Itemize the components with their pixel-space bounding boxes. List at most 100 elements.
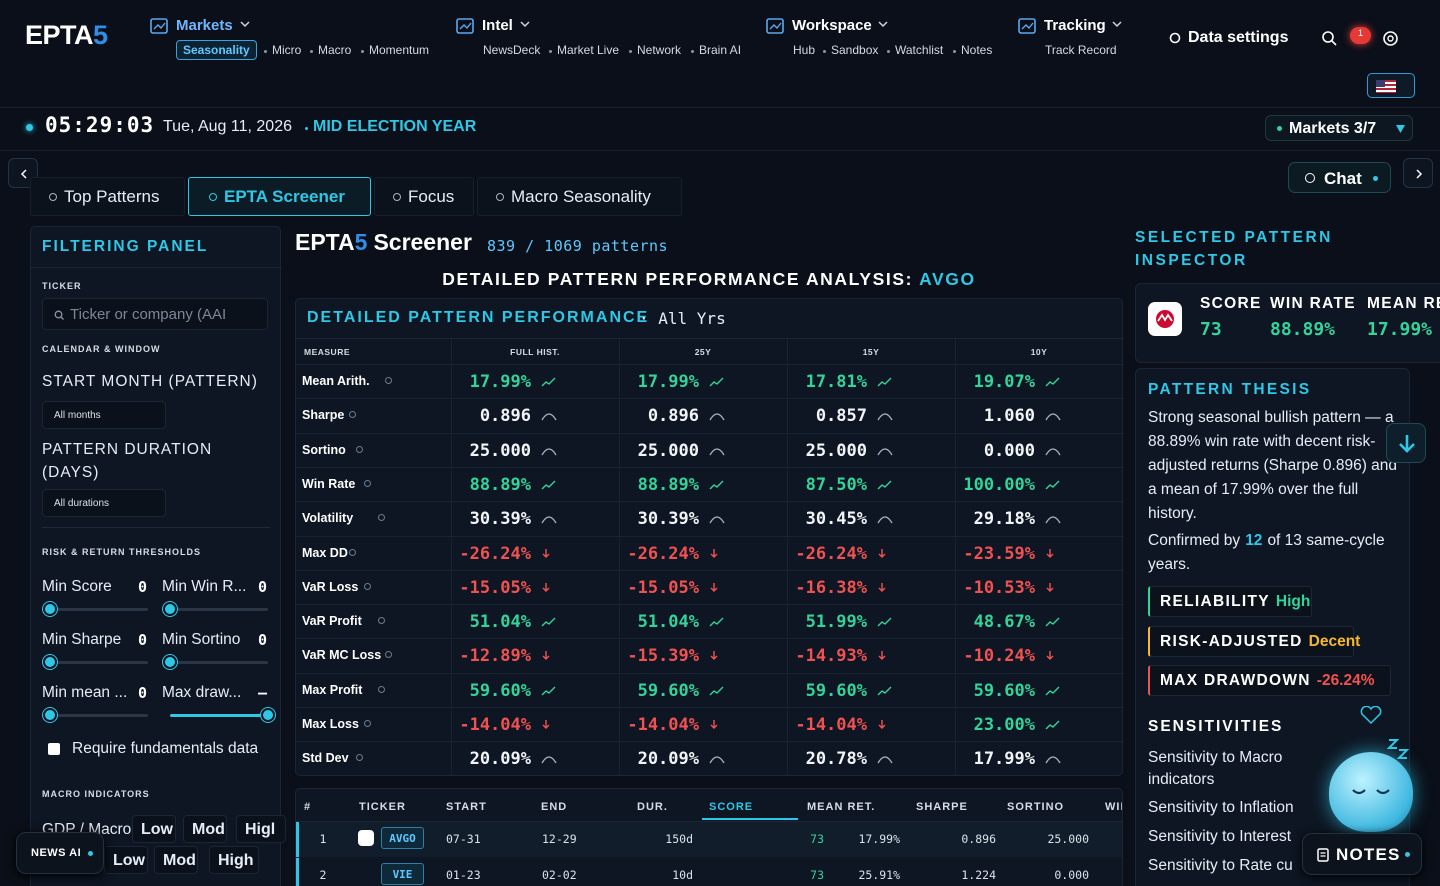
trend-icon <box>541 686 556 696</box>
nav-item[interactable]: Brain AI <box>699 43 742 57</box>
slider-track[interactable] <box>170 608 268 611</box>
nav-item[interactable]: Momentum <box>369 43 430 57</box>
nav-label[interactable]: Workspace <box>792 17 872 34</box>
inspector-card: SCORE 73 WIN RATE 88.89% MEAN RE 17.99% <box>1135 283 1440 363</box>
row-line <box>296 466 1124 468</box>
selected-row[interactable] <box>296 822 1122 857</box>
notification[interactable]: 1 <box>1350 27 1371 44</box>
nav-item[interactable]: Sandbox <box>831 43 879 57</box>
gear-small <box>1169 32 1181 44</box>
nav-item[interactable]: Macro <box>318 43 352 57</box>
ticker-input[interactable]: Ticker or company (AAI <box>42 298 268 330</box>
metric-value: -10.24% <box>963 646 1035 667</box>
scroll-down[interactable] <box>1386 423 1426 463</box>
notes-button[interactable]: NOTES <box>1302 833 1422 875</box>
results-header[interactable]: END <box>541 801 568 813</box>
sensitivity[interactable]: Sensitivity to Interest <box>1148 828 1292 845</box>
nav-label[interactable]: Tracking <box>1044 17 1106 34</box>
nav-item[interactable]: NewsDeck <box>483 43 541 57</box>
cell: 1 <box>319 832 327 846</box>
live-dot <box>26 124 33 131</box>
badge-label: RELIABILITY <box>1160 593 1270 610</box>
slider-track[interactable] <box>50 714 148 717</box>
cell: 12-29 <box>542 832 577 846</box>
results-header[interactable]: WII <box>1105 801 1123 813</box>
slider-knob[interactable] <box>43 708 57 722</box>
ticker-badge[interactable]: AVGO <box>381 827 424 849</box>
mascot[interactable] <box>1329 752 1413 832</box>
chat-button[interactable]: Chat <box>1288 162 1391 193</box>
nav-item[interactable]: Watchlist <box>895 43 944 57</box>
start-month-select[interactable]: All months <box>42 401 166 429</box>
nav-label[interactable]: Intel <box>482 17 513 34</box>
news-ai-button[interactable]: NEWS AI <box>16 832 104 874</box>
ticker-badge[interactable]: VIE <box>381 863 424 885</box>
row-line <box>296 672 1124 674</box>
scroll-button[interactable] <box>8 158 38 188</box>
level-button[interactable]: Mod <box>154 846 198 874</box>
language[interactable] <box>1367 73 1415 98</box>
nav-item[interactable]: Market Live <box>557 43 620 57</box>
slider-knob[interactable] <box>261 708 275 722</box>
nav-dot <box>264 50 267 53</box>
nav-item[interactable]: Track Record <box>1045 43 1117 57</box>
slider-knob[interactable] <box>43 602 57 616</box>
logo[interactable]: EPTA5 <box>25 20 108 51</box>
markets-count: Markets 3/7 <box>1289 120 1377 137</box>
trend-icon <box>878 548 886 558</box>
level-button[interactable]: Low <box>132 815 176 843</box>
field-label: PATTERN DURATION (DAYS) <box>42 441 213 481</box>
sensitivity[interactable]: Sensitivity to Macro indicators <box>1148 749 1283 788</box>
slider-track[interactable] <box>170 661 268 664</box>
nav-item[interactable]: Micro <box>272 43 302 57</box>
caret <box>1396 125 1405 133</box>
slider-knob[interactable] <box>163 655 177 669</box>
data-settings[interactable]: Data settings <box>1188 29 1289 46</box>
nav-item[interactable]: Hub <box>793 43 816 57</box>
results-header[interactable]: SCORE <box>709 801 754 813</box>
chat-icon <box>1305 173 1315 183</box>
results-header[interactable]: SHARPE <box>916 801 968 813</box>
results-header[interactable]: MEAN RET. <box>807 801 876 813</box>
slider-track[interactable] <box>170 714 268 717</box>
sensitivity[interactable]: Sensitivity to Rate cu <box>1148 857 1293 874</box>
subtitle: DETAILED PATTERN PERFORMANCE ANALYSIS: <box>442 269 914 289</box>
results-header[interactable]: START <box>446 801 487 813</box>
tab[interactable]: Macro Seasonality <box>477 177 682 216</box>
tab[interactable]: Focus <box>374 177 474 216</box>
nav-item[interactable]: Seasonality <box>176 40 257 60</box>
slider-track[interactable] <box>50 661 148 664</box>
slider-knob[interactable] <box>43 655 57 669</box>
level-button[interactable]: High <box>209 846 259 874</box>
slider-knob[interactable] <box>163 602 177 616</box>
nav-item[interactable]: Network <box>637 43 682 57</box>
results-header[interactable]: SORTINO <box>1007 801 1065 813</box>
slider-track[interactable] <box>50 608 148 611</box>
cell: 150d <box>665 832 693 846</box>
line <box>31 267 282 268</box>
tab[interactable]: Top Patterns <box>30 177 185 216</box>
sensitivity[interactable]: Sensitivity to Inflation <box>1148 799 1294 816</box>
metric-value: 17.99% <box>469 372 531 392</box>
badge-value: Decent <box>1308 632 1361 650</box>
level-button[interactable]: Low <box>104 846 148 874</box>
nav-label[interactable]: Markets <box>176 17 233 34</box>
metric-value: 30.45% <box>805 509 867 530</box>
stat-value: 17.99% <box>1367 319 1433 340</box>
results-header[interactable]: # <box>304 801 312 813</box>
duration-select[interactable]: All durations <box>42 489 166 517</box>
metric-value: -14.04% <box>627 715 699 735</box>
notes-label: NOTES <box>1336 845 1401 864</box>
markets-status[interactable]: Markets 3/7 <box>1265 115 1413 141</box>
level-button[interactable]: Mod <box>183 815 227 843</box>
badge-label: RISK-ADJUSTED <box>1160 632 1303 650</box>
results-header[interactable]: DUR. <box>637 801 668 813</box>
arrow <box>20 169 27 179</box>
scroll-button[interactable] <box>1403 158 1433 188</box>
results-header[interactable]: TICKER <box>359 801 406 813</box>
panel-title: FILTERING PANEL <box>42 238 209 255</box>
nav-item[interactable]: Notes <box>961 43 993 57</box>
level-button[interactable]: Higl <box>236 815 286 843</box>
checkbox[interactable] <box>48 743 60 755</box>
tab[interactable]: EPTA Screener <box>188 177 371 216</box>
